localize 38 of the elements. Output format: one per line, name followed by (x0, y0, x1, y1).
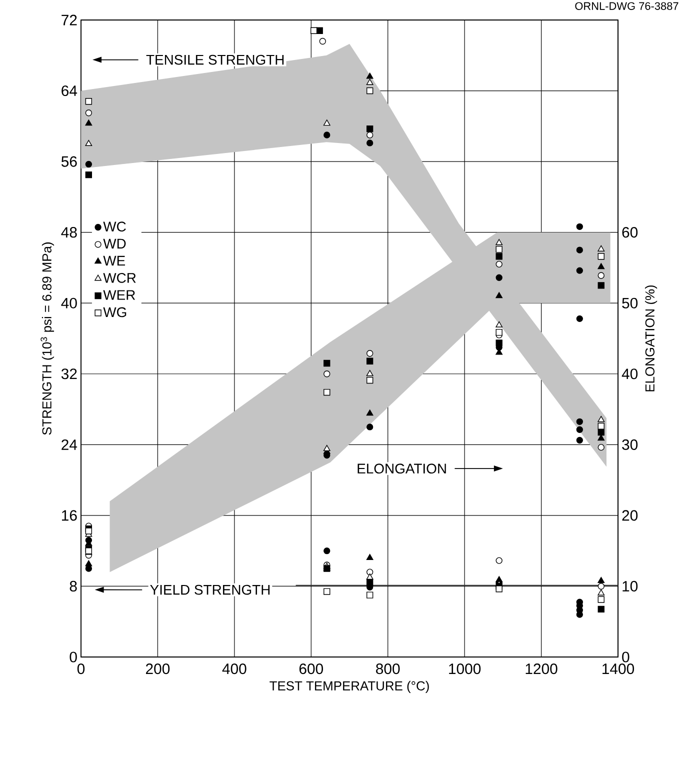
x-tick-label: 1400 (602, 664, 634, 674)
y-axis-title: STRENGTH (10$^{3}$ psi = 6.89 MPa) (40, 242, 54, 435)
y2-tick-label: 60 (622, 227, 638, 238)
y-tick-label: 32 (61, 368, 77, 380)
annotation: TENSILE STRENGTH (146, 54, 284, 65)
x-tick-label: 1000 (449, 664, 481, 674)
x-tick-label: 200 (146, 664, 170, 674)
annotation: YIELD STRENGTH (150, 584, 270, 595)
y2-tick-label: 30 (622, 439, 638, 450)
legend-label: WCR (103, 272, 136, 283)
y2-axis-title: ELONGATION (%) (644, 285, 658, 392)
x-axis-title: TEST TEMPERATURE (°C) (270, 680, 429, 693)
y2-tick-label: 50 (622, 298, 638, 308)
y-tick-label: 72 (62, 14, 77, 26)
y-tick-label: 16 (62, 510, 77, 521)
x-tick-label: 800 (376, 664, 400, 674)
y2-tick-label: 10 (622, 580, 638, 592)
legend-label: WG (103, 307, 126, 318)
y-tick-label: 40 (61, 298, 77, 308)
x-tick-label: 600 (299, 664, 324, 674)
x-tick-label: 1200 (526, 664, 558, 674)
text: ORNL-DWG 76-3887 (575, 2, 678, 10)
legend-label: WC (103, 222, 126, 232)
y-tick-label: 64 (62, 85, 78, 96)
x-tick-label: 0 (77, 664, 85, 674)
legend-label: WD (103, 238, 126, 248)
legend-label: WER (103, 290, 136, 300)
y2-tick-label: 20 (622, 510, 638, 521)
y-tick-label: 48 (61, 227, 77, 238)
y-tick-label: 56 (61, 156, 77, 167)
y-tick-label: 0 (70, 652, 77, 662)
annotation: ELONGATION (358, 464, 446, 474)
y-tick-label: 8 (70, 580, 77, 592)
y-tick-label: 24 (62, 439, 78, 450)
y2-tick-label: 40 (622, 368, 638, 380)
x-tick-label: 400 (222, 664, 246, 674)
y2-tick-label: 0 (622, 652, 630, 662)
legend-label: WE (103, 256, 126, 266)
